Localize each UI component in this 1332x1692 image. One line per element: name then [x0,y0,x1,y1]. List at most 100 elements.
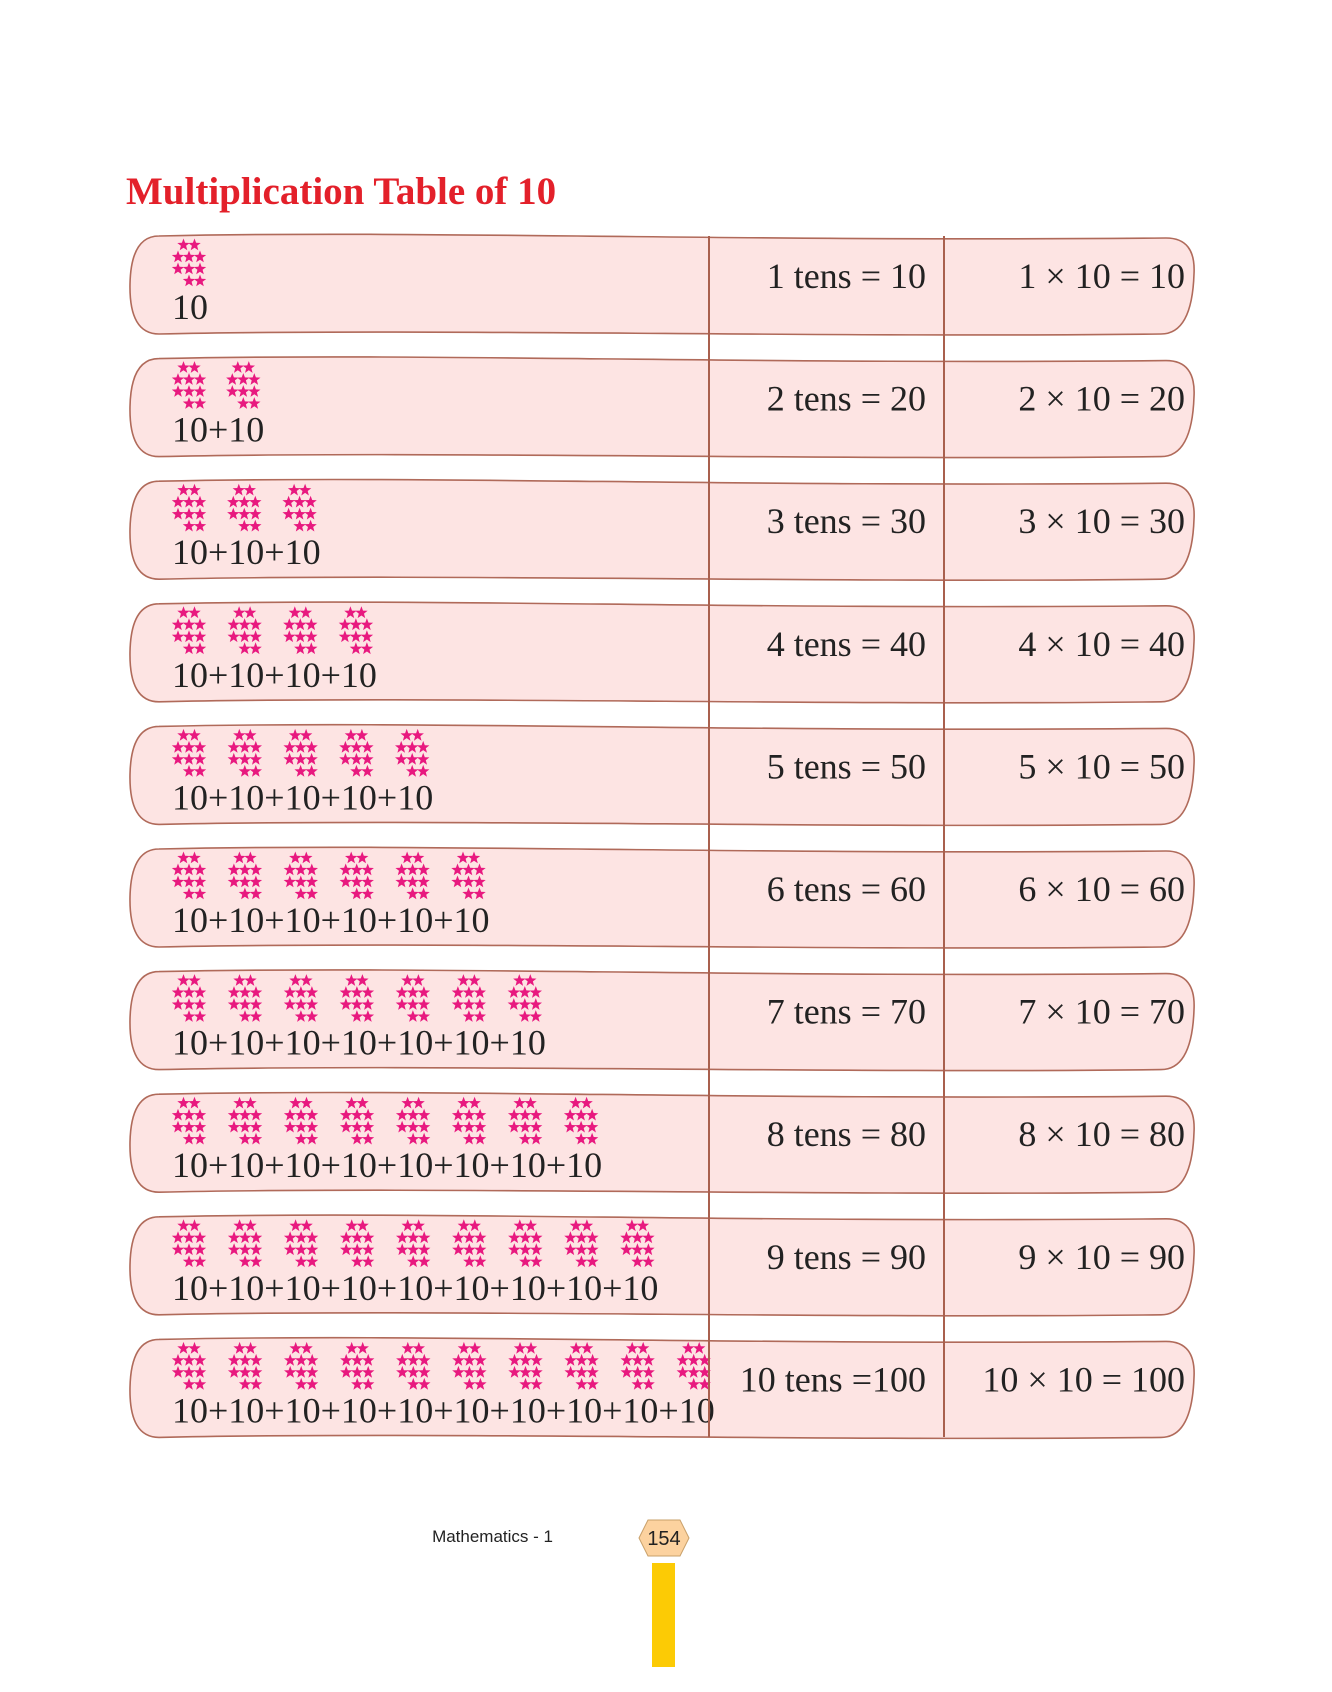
star [473,1120,487,1133]
star [188,1219,201,1232]
star [294,1010,308,1022]
product: 4 × 10 = 40 [1018,624,1185,664]
star [401,1341,414,1354]
star [289,851,302,864]
star [351,1243,364,1256]
star [294,740,307,753]
star [284,1365,297,1378]
star [231,361,244,373]
star-groups [171,606,374,655]
star [287,483,301,496]
star [350,998,364,1010]
star [171,740,185,753]
star [687,1353,700,1366]
star [193,1377,207,1390]
star [177,1341,190,1354]
star [193,887,207,900]
star [362,1243,375,1256]
star [637,1341,650,1354]
star [238,1231,252,1244]
star [395,875,408,888]
star [193,875,207,888]
star [400,728,413,741]
star [345,1219,358,1232]
sum: 10 [172,287,208,327]
star [193,1243,207,1256]
star [182,1377,196,1390]
star [227,1120,241,1133]
star [407,1243,420,1256]
star [631,1255,644,1268]
star [563,1108,577,1121]
star [360,642,374,655]
star [233,1096,246,1109]
star [361,764,374,777]
star [340,1353,353,1366]
star [304,519,317,532]
star [457,1341,471,1354]
star [586,1243,599,1256]
star [519,1365,532,1378]
star [289,1341,302,1354]
star [171,495,185,508]
star [620,1243,633,1256]
star [238,642,251,655]
star [418,1255,431,1268]
star [299,606,312,619]
star [625,1219,639,1232]
star [305,1108,319,1121]
star [249,1010,263,1022]
star [171,752,185,765]
star [238,875,252,888]
star [294,1243,308,1256]
star [248,373,261,385]
star [193,373,207,385]
star [182,740,196,753]
star [361,740,374,753]
star [283,875,296,888]
star [519,1243,532,1256]
star [530,1353,543,1366]
star-groups [171,1096,599,1145]
star [462,887,475,900]
row: 10+10+10+10+10 5 tens = 50 5 × 10 = 50 [129,723,1195,827]
star [530,1243,543,1256]
star [518,998,531,1010]
page-number: 154 [647,1528,680,1550]
star [642,1365,655,1378]
star [249,1365,263,1378]
star [693,1341,706,1354]
star [177,361,190,373]
star [524,1219,537,1232]
star [585,1132,599,1145]
star [306,1377,319,1390]
star [249,618,262,631]
star [452,1231,465,1244]
star [289,1096,302,1109]
star [473,1108,487,1121]
star [351,1353,364,1366]
star [474,1255,487,1268]
star [283,986,297,998]
star [524,1096,537,1109]
row: 10+10+10+10+10+10+10+10+10+10 10 tens =10… [129,1336,1195,1440]
star [473,887,486,900]
star [519,1231,532,1244]
star [283,1108,297,1121]
star [687,1365,700,1378]
table: 10 1 tens = 10 1 × 10 = 10 10+10 2 tens = 20… [129,233,1195,1440]
star [344,728,358,741]
star [411,728,424,741]
star [238,1255,252,1268]
star [395,863,408,876]
star [452,1353,465,1366]
star [631,1377,644,1390]
star [177,483,190,496]
sum: 10+10+10+10 [172,655,377,695]
star [345,974,358,986]
star [182,642,196,655]
star [580,1219,594,1232]
star [406,863,419,876]
star [171,1243,185,1256]
tens: 4 tens = 40 [767,624,926,664]
